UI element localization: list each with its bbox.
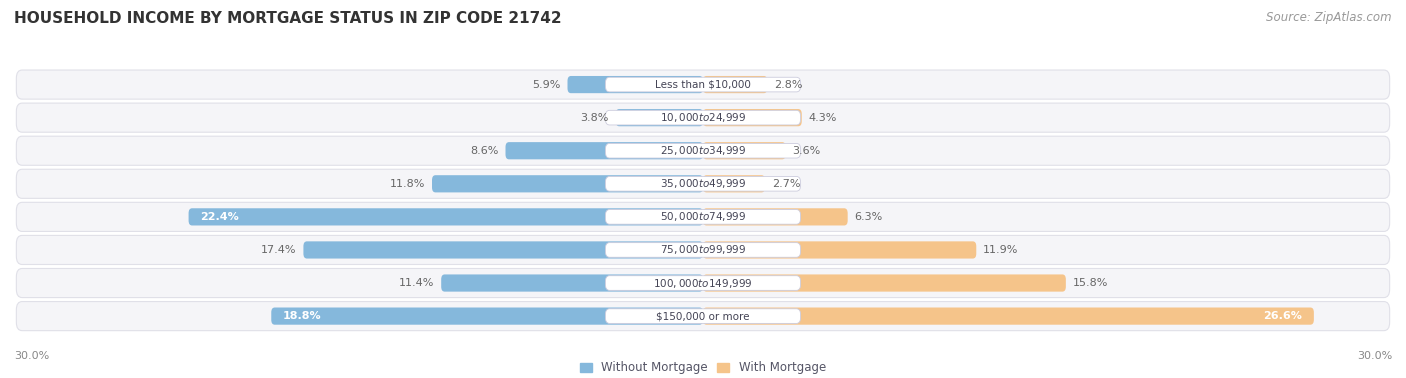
FancyBboxPatch shape [703,76,768,93]
Text: 15.8%: 15.8% [1073,278,1108,288]
Text: 11.9%: 11.9% [983,245,1018,255]
Text: 3.8%: 3.8% [581,113,609,122]
FancyBboxPatch shape [606,209,800,224]
FancyBboxPatch shape [703,274,1066,292]
Text: 6.3%: 6.3% [855,212,883,222]
FancyBboxPatch shape [304,242,703,259]
Text: 2.8%: 2.8% [775,80,803,90]
FancyBboxPatch shape [17,268,1389,297]
Text: 30.0%: 30.0% [1357,351,1392,361]
FancyBboxPatch shape [17,136,1389,165]
Text: 11.4%: 11.4% [399,278,434,288]
Text: 3.6%: 3.6% [793,146,821,156]
Text: 11.8%: 11.8% [389,179,425,189]
Text: 2.7%: 2.7% [772,179,800,189]
FancyBboxPatch shape [17,169,1389,198]
FancyBboxPatch shape [606,143,800,158]
FancyBboxPatch shape [568,76,703,93]
FancyBboxPatch shape [703,109,801,126]
Text: 8.6%: 8.6% [470,146,499,156]
FancyBboxPatch shape [606,309,800,324]
FancyBboxPatch shape [616,109,703,126]
FancyBboxPatch shape [703,142,786,160]
Text: 22.4%: 22.4% [200,212,239,222]
Text: $25,000 to $34,999: $25,000 to $34,999 [659,144,747,157]
Text: $100,000 to $149,999: $100,000 to $149,999 [654,277,752,290]
FancyBboxPatch shape [17,70,1389,99]
FancyBboxPatch shape [188,208,703,225]
FancyBboxPatch shape [17,302,1389,331]
FancyBboxPatch shape [17,235,1389,265]
FancyBboxPatch shape [703,308,1313,325]
FancyBboxPatch shape [17,202,1389,231]
Text: $75,000 to $99,999: $75,000 to $99,999 [659,243,747,256]
Text: $10,000 to $24,999: $10,000 to $24,999 [659,111,747,124]
FancyBboxPatch shape [606,177,800,191]
FancyBboxPatch shape [703,175,765,192]
FancyBboxPatch shape [703,242,976,259]
Text: $50,000 to $74,999: $50,000 to $74,999 [659,211,747,223]
FancyBboxPatch shape [606,110,800,125]
FancyBboxPatch shape [441,274,703,292]
FancyBboxPatch shape [606,77,800,92]
Text: 18.8%: 18.8% [283,311,322,321]
Text: 5.9%: 5.9% [533,80,561,90]
Text: 17.4%: 17.4% [262,245,297,255]
FancyBboxPatch shape [606,243,800,257]
FancyBboxPatch shape [703,208,848,225]
FancyBboxPatch shape [606,276,800,290]
Text: HOUSEHOLD INCOME BY MORTGAGE STATUS IN ZIP CODE 21742: HOUSEHOLD INCOME BY MORTGAGE STATUS IN Z… [14,11,561,26]
Text: 26.6%: 26.6% [1264,311,1302,321]
Text: Source: ZipAtlas.com: Source: ZipAtlas.com [1267,11,1392,24]
Text: 30.0%: 30.0% [14,351,49,361]
FancyBboxPatch shape [506,142,703,160]
Legend: Without Mortgage, With Mortgage: Without Mortgage, With Mortgage [581,361,825,374]
Text: $150,000 or more: $150,000 or more [657,311,749,321]
Text: 4.3%: 4.3% [808,113,837,122]
FancyBboxPatch shape [432,175,703,192]
Text: $35,000 to $49,999: $35,000 to $49,999 [659,177,747,190]
FancyBboxPatch shape [17,103,1389,132]
FancyBboxPatch shape [271,308,703,325]
Text: Less than $10,000: Less than $10,000 [655,80,751,90]
